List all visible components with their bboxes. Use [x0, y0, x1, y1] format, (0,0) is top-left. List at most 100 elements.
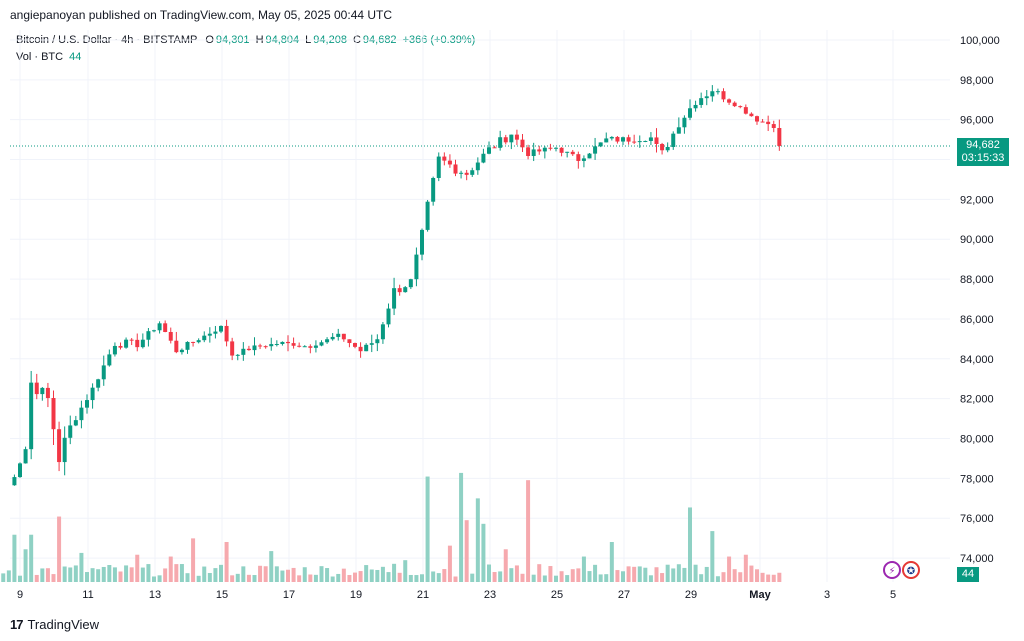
volume-bar: [274, 566, 279, 582]
volume-bar: [40, 568, 45, 582]
candle: [565, 151, 570, 158]
volume-bar: [548, 566, 553, 582]
volume-bar: [263, 566, 268, 582]
candle: [598, 142, 603, 148]
volume-bar: [520, 573, 525, 582]
y-tick-label: 84,000: [960, 354, 994, 366]
volume-bar: [648, 575, 653, 582]
candle-body: [57, 429, 62, 463]
candle: [699, 92, 704, 108]
candle-body: [453, 164, 458, 174]
candle-body: [168, 331, 173, 341]
volume-bar: [425, 476, 430, 582]
bolt-icon[interactable]: ⚡: [883, 561, 901, 579]
y-tick-label: 92,000: [960, 194, 994, 206]
candle-body: [475, 162, 480, 171]
volume-bar: [230, 575, 235, 582]
candle: [526, 144, 531, 160]
volume-bar: [347, 575, 352, 582]
candle-body: [487, 147, 491, 154]
candle-body: [643, 140, 648, 142]
candle: [319, 340, 324, 347]
us-flag-icon[interactable]: ✪: [902, 561, 920, 579]
candle: [168, 327, 173, 344]
candle-body: [436, 156, 441, 178]
candle: [241, 342, 246, 361]
volume-bar: [6, 570, 11, 582]
candle-body: [392, 288, 397, 309]
candle-body: [682, 117, 687, 128]
candle: [755, 115, 759, 125]
candle: [325, 337, 330, 344]
candle: [710, 85, 715, 102]
volume-bar: [732, 569, 737, 582]
volume-bar: [224, 542, 229, 582]
candle-body: [18, 463, 22, 478]
candle-body: [191, 341, 196, 343]
volume-bar: [29, 534, 34, 582]
volume-bar: [710, 531, 715, 582]
volume-bar: [179, 564, 184, 582]
y-tick-label: 90,000: [960, 234, 994, 246]
candle: [101, 355, 106, 386]
volume-bar: [1, 573, 6, 582]
x-tick-label: 3: [824, 589, 830, 601]
candle-body: [715, 91, 720, 93]
candle: [45, 382, 50, 408]
candle-body: [704, 96, 709, 99]
volume-bar: [542, 575, 547, 582]
volume-bar: [146, 564, 151, 582]
candle-body: [565, 151, 570, 153]
candle: [224, 319, 229, 347]
volume-bar: [286, 569, 290, 582]
x-tick-label: 9: [17, 589, 23, 601]
volume-bar: [364, 565, 369, 582]
volume-bar: [632, 566, 637, 582]
volume-bar: [96, 569, 101, 582]
x-tick-label: 25: [551, 589, 563, 601]
candle: [96, 378, 101, 392]
x-tick-label: 13: [149, 589, 161, 601]
volume-bar: [258, 565, 263, 582]
candle: [749, 112, 754, 117]
x-tick-label: 11: [82, 589, 93, 601]
candle-body: [129, 339, 134, 341]
volume-bar: [531, 574, 536, 582]
volume-label[interactable]: Vol · BTC: [16, 51, 64, 63]
candle-body: [174, 340, 179, 353]
candle: [23, 446, 28, 464]
volume-bar: [62, 566, 67, 582]
candle-body: [699, 98, 704, 105]
candle: [732, 101, 737, 108]
candle: [431, 176, 436, 206]
candle-body: [258, 345, 263, 347]
volume-bar: [581, 556, 586, 582]
volume-bar: [699, 574, 704, 582]
price-axis[interactable]: 74,000 76,000 78,000 80,000 82,000 84,000 86,0…: [960, 35, 1000, 565]
volume-bar: [252, 575, 257, 582]
candle: [336, 328, 341, 341]
volume-bar: [626, 566, 631, 582]
candle: [392, 277, 397, 316]
time-axis[interactable]: 9 11 13 15 17 19 21 23 25 27 29 May 3 5: [17, 589, 896, 601]
volume-bar: [447, 545, 452, 582]
volume-bar: [135, 554, 140, 582]
candle: [230, 337, 235, 361]
candle: [660, 142, 665, 155]
volume-bar: [57, 516, 62, 582]
candle-body: [520, 139, 525, 148]
candle: [146, 328, 151, 347]
candle: [286, 335, 290, 352]
candle-body: [263, 346, 268, 348]
candle-body: [325, 339, 330, 343]
tradingview-logo[interactable]: 17 TradingView: [10, 617, 99, 632]
volume-bar: [280, 570, 285, 582]
candle-body: [459, 172, 464, 174]
candle-body: [531, 149, 536, 157]
candle-body: [570, 151, 575, 155]
candle-body: [280, 341, 285, 345]
candle: [107, 349, 112, 367]
candle-body: [615, 136, 620, 142]
candle: [313, 340, 318, 353]
